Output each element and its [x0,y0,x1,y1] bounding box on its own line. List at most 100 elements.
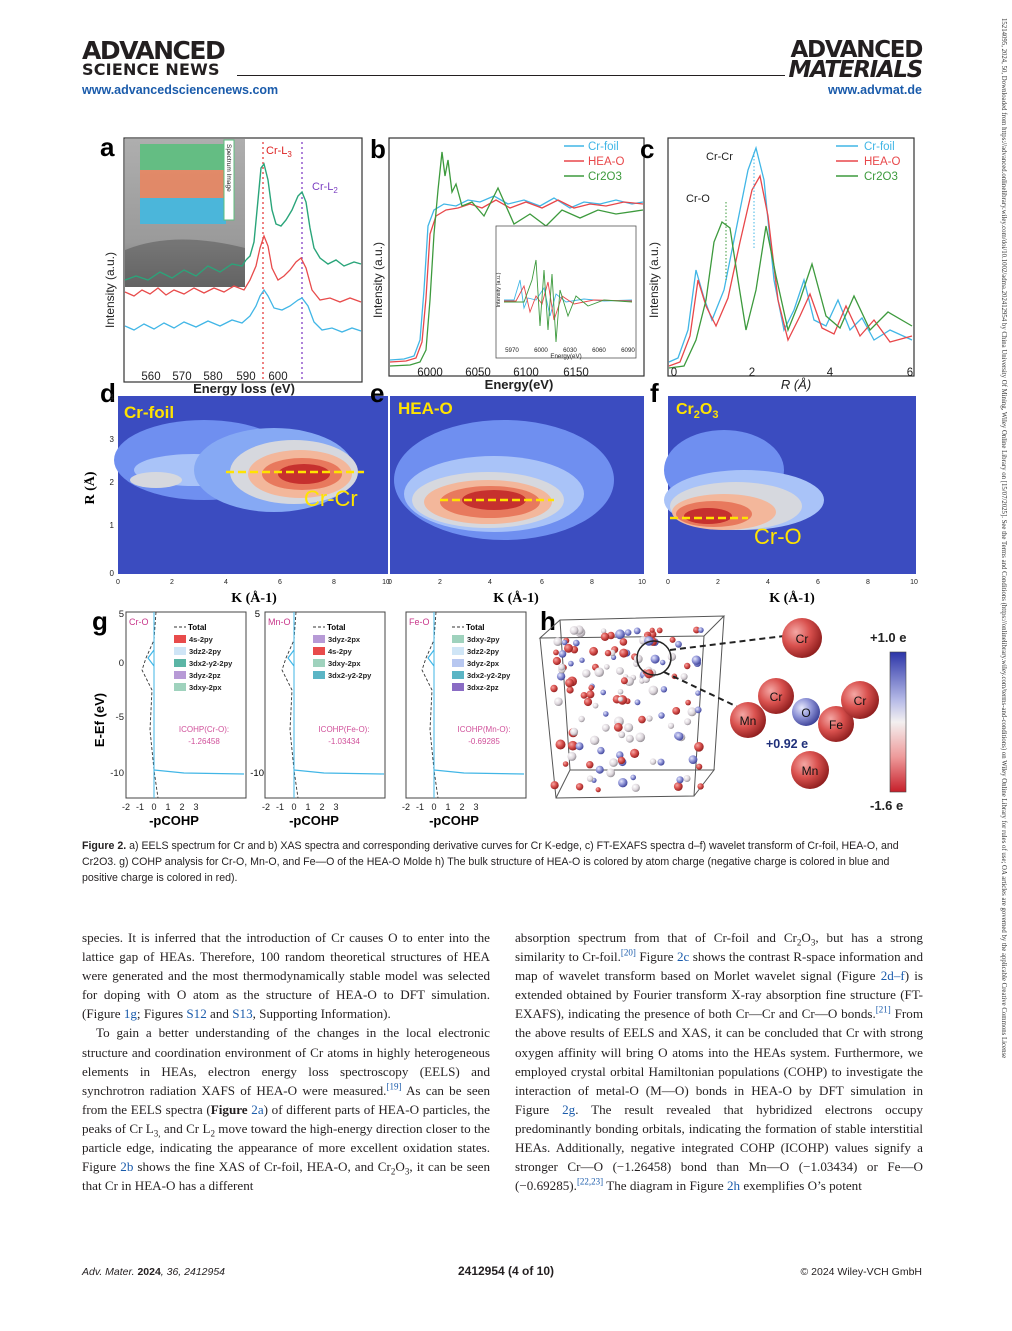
bulk-atom [586,761,594,769]
bulk-atom [588,685,594,691]
footer-year: 2024 [137,1266,161,1278]
wavelet-f-xticks: 0 2 4 6 8 10 [666,579,918,586]
icohp-fe-o-value: -0.69285 [468,737,500,746]
journal-url-link[interactable]: www.advmat.de [827,83,922,97]
spectrum-image-tag [223,139,235,221]
svg-text:0: 0 [291,802,296,812]
bulk-atom [586,775,594,782]
svg-text:6000: 6000 [534,347,548,354]
cohp-yticks: 5 0 -5 -10 [110,609,124,779]
svg-text:2: 2 [170,579,174,586]
panel-a-frame [123,137,363,383]
svg-text:570: 570 [172,371,191,383]
eels-curve-core [124,288,362,333]
cohp-mn-o-sw3 [313,659,325,667]
cohp-mn-o-ytick: 5 [255,609,260,620]
citation-link[interactable]: [21] [875,1005,891,1016]
charge-colorbar [889,651,907,793]
svg-text:3dx2-y2-2py: 3dx2-y2-2py [328,671,372,680]
svg-text:6: 6 [540,579,544,586]
panel-b-xticks: 6000 6050 6100 6150 [417,367,589,379]
cohp-fe-o-dos [427,649,525,775]
panel-c: c Intensity (a.u.) Cr-Cr Cr-O Cr-foil HE… [640,134,915,392]
svg-text:4s-2py: 4s-2py [189,635,214,644]
svg-text:1: 1 [110,521,115,530]
bulk-atom [550,781,559,790]
cohp-fe-o-tag: Fe-O [409,617,430,627]
body-text: 2 [210,1128,215,1139]
svg-text:6100: 6100 [513,367,539,379]
footer-page-id: 2412954 (4 of 10) [457,1264,555,1278]
body-text: 2 [390,1166,396,1177]
brand-right-line1: ADVANCED [790,37,924,63]
citation-link[interactable]: [19] [386,1081,402,1092]
bulk-atom [673,782,683,791]
publisher-url-link[interactable]: www.advancedsciencenews.com [82,83,279,97]
panel-letter-h: h [540,606,556,636]
bulk-atom [565,678,574,688]
side-notice-text: 15214095, 2024, 50, Downloaded from http… [1000,18,1007,1059]
header-rule [237,75,785,76]
inset-ylabel: Intensity (a.u.) [496,272,502,307]
svg-text:2: 2 [179,802,184,812]
journal-brand-right: ADVANCED MATERIALS [789,37,924,82]
bulk-atom [583,697,593,707]
bulk-atom [620,677,628,685]
bulk-atom [553,637,562,646]
citation-link[interactable]: 2b [120,1159,134,1175]
citation-link[interactable]: 2g [562,1101,576,1117]
svg-text:3dx2-y2-2py: 3dx2-y2-2py [467,671,511,680]
cohp-cr-o-frame [125,611,247,799]
bulk-atom [575,742,584,751]
citation-link[interactable]: [20] [620,947,636,958]
cohp-cr-o-xticks: -2 -1 0 1 2 3 [122,802,199,812]
body-text: Figure [635,949,677,965]
bulk-atom [601,723,610,732]
bulk-atom [595,787,601,793]
svg-text:3: 3 [193,802,198,812]
citation-link[interactable]: S13 [232,1006,253,1022]
citation-link[interactable]: 2c [676,949,690,965]
wavelet-d-xticks: 0 2 4 6 8 10 [116,579,390,586]
bulk-atom [600,628,607,634]
svg-text:2: 2 [749,367,755,379]
bulk-atom [575,783,584,791]
body-text: ) of different parts of HEA-O particles,… [82,1101,490,1136]
citation-link[interactable]: 2d–f [880,968,905,984]
citation-link[interactable]: S12 [186,1006,207,1022]
wavelet-e-xlabel: K (Å-1) [493,590,539,606]
panel-letter-c: c [640,134,654,164]
citation-link[interactable]: [22,23] [576,1176,604,1187]
figure-2-graphic: a Spectrum Image Intensity (a.u.) Cr-L3 … [84,132,918,828]
inset-derivative-cr2o3 [504,259,633,343]
bulk-atom [555,739,566,750]
citation-link[interactable]: 2h [726,1178,741,1194]
bulk-atom [698,627,704,633]
citation-link[interactable]: 1g [123,1006,137,1022]
svg-text:2: 2 [110,478,115,487]
bulk-atom [688,755,698,764]
cluster-atom-mn-bottom: Mn [791,751,829,789]
bulk-atom [694,706,702,714]
body-text: absorption spectrum from that of Cr-foil… [515,930,797,945]
annotation-cr-o: Cr-O [686,193,710,205]
body-text: 3 [404,1166,410,1177]
cohp-fe-o-sw2 [452,647,464,655]
cr-l2-label: Cr-L2 [312,181,338,195]
svg-text:0: 0 [671,367,677,379]
panel-d: d R (Å) 0 1 2 3 4 Cr-foil Cr-Cr 0 2 4 6 … [84,378,390,606]
wavelet-d-side [130,472,182,488]
cohp-mn-o-dos [287,649,385,775]
citation-link[interactable]: 2a [251,1101,264,1117]
bulk-atom [561,639,568,646]
inset-xticks: 5970 6000 6030 6060 6090 [505,347,635,354]
body-text: shows the contrast R-space information a… [515,949,923,984]
eels-region-bottom [140,198,226,224]
bulk-atom [606,768,616,778]
svg-text:O: O [801,706,810,720]
panel-a: a Spectrum Image Intensity (a.u.) Cr-L3 … [100,132,363,396]
bulk-atom [617,756,626,765]
bulk-atom [650,654,660,664]
body-text: 3 [810,937,816,948]
bulk-atom [648,685,659,696]
